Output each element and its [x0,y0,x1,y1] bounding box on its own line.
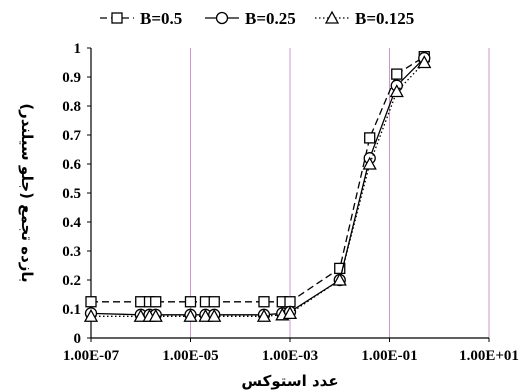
data-point [207,308,222,322]
x-axis-title: عدد استوکس [241,372,338,390]
x-tick-label: 1.00E-07 [63,348,120,364]
series-line [91,62,425,317]
data-point [391,68,403,80]
data-point [332,272,347,286]
series-2 [83,55,432,322]
y-axis-title: بازده تجمع (جلو سیلندر) [18,103,36,282]
legend-label: B=0.25 [245,9,296,28]
y-tick-label: 0 [74,331,82,347]
data-point [85,296,97,308]
legend-label: B=0.5 [140,9,182,28]
series-line [90,57,425,316]
data-point [208,296,220,308]
legend-marker [324,10,340,24]
data-point [389,84,404,98]
x-tick-label: 1.00E+01 [459,348,519,364]
legend-entry: B=0.125 [315,9,414,28]
axis-layer: 0 0.1 0.2 0.3 0.4 0.5 0.6 0.7 0.8 0.9 1 1.00E-07 1.0… [62,41,519,364]
series-line [91,56,425,303]
y-tick-label: 1 [74,41,82,57]
y-tick-label: 0.6 [62,157,81,173]
x-tick-label: 1.00E-01 [361,348,417,364]
data-point [362,156,377,170]
data-point [258,296,270,308]
y-tick-label: 0.4 [62,215,81,231]
y-tick-label: 0.9 [62,70,81,86]
legend-marker [111,12,123,24]
x-tick-label: 1.00E-03 [262,348,318,364]
y-tick-label: 0.2 [62,273,81,289]
y-tick-label: 0.1 [62,302,81,318]
data-point [282,305,298,320]
data-point [183,308,198,322]
data-point [417,55,432,69]
y-tick-label: 0.7 [62,128,81,144]
data-point [184,296,197,308]
legend-entry: B=0.25 [205,9,296,28]
legend-marker [215,11,229,25]
y-tick-label: 0.3 [62,244,81,260]
y-tick-label: 0.5 [62,186,81,202]
data-point [148,308,163,322]
series-0 [85,51,430,308]
grid-layer [190,48,490,338]
data-point [364,132,376,144]
legend-entry: B=0.5 [100,9,182,28]
y-tick-label: 0.8 [62,99,81,115]
data-point [256,308,272,322]
legend: B=0.5 B=0.25 B=0.125 [100,9,414,28]
data-point [284,296,296,308]
data-point [150,296,162,308]
x-tick-label: 1.00E-05 [162,348,218,364]
data-point [83,308,99,322]
data-point [198,308,213,322]
legend-label: B=0.125 [355,9,414,28]
data-point [133,308,148,322]
series-1 [84,52,431,321]
series-layer [83,51,432,322]
